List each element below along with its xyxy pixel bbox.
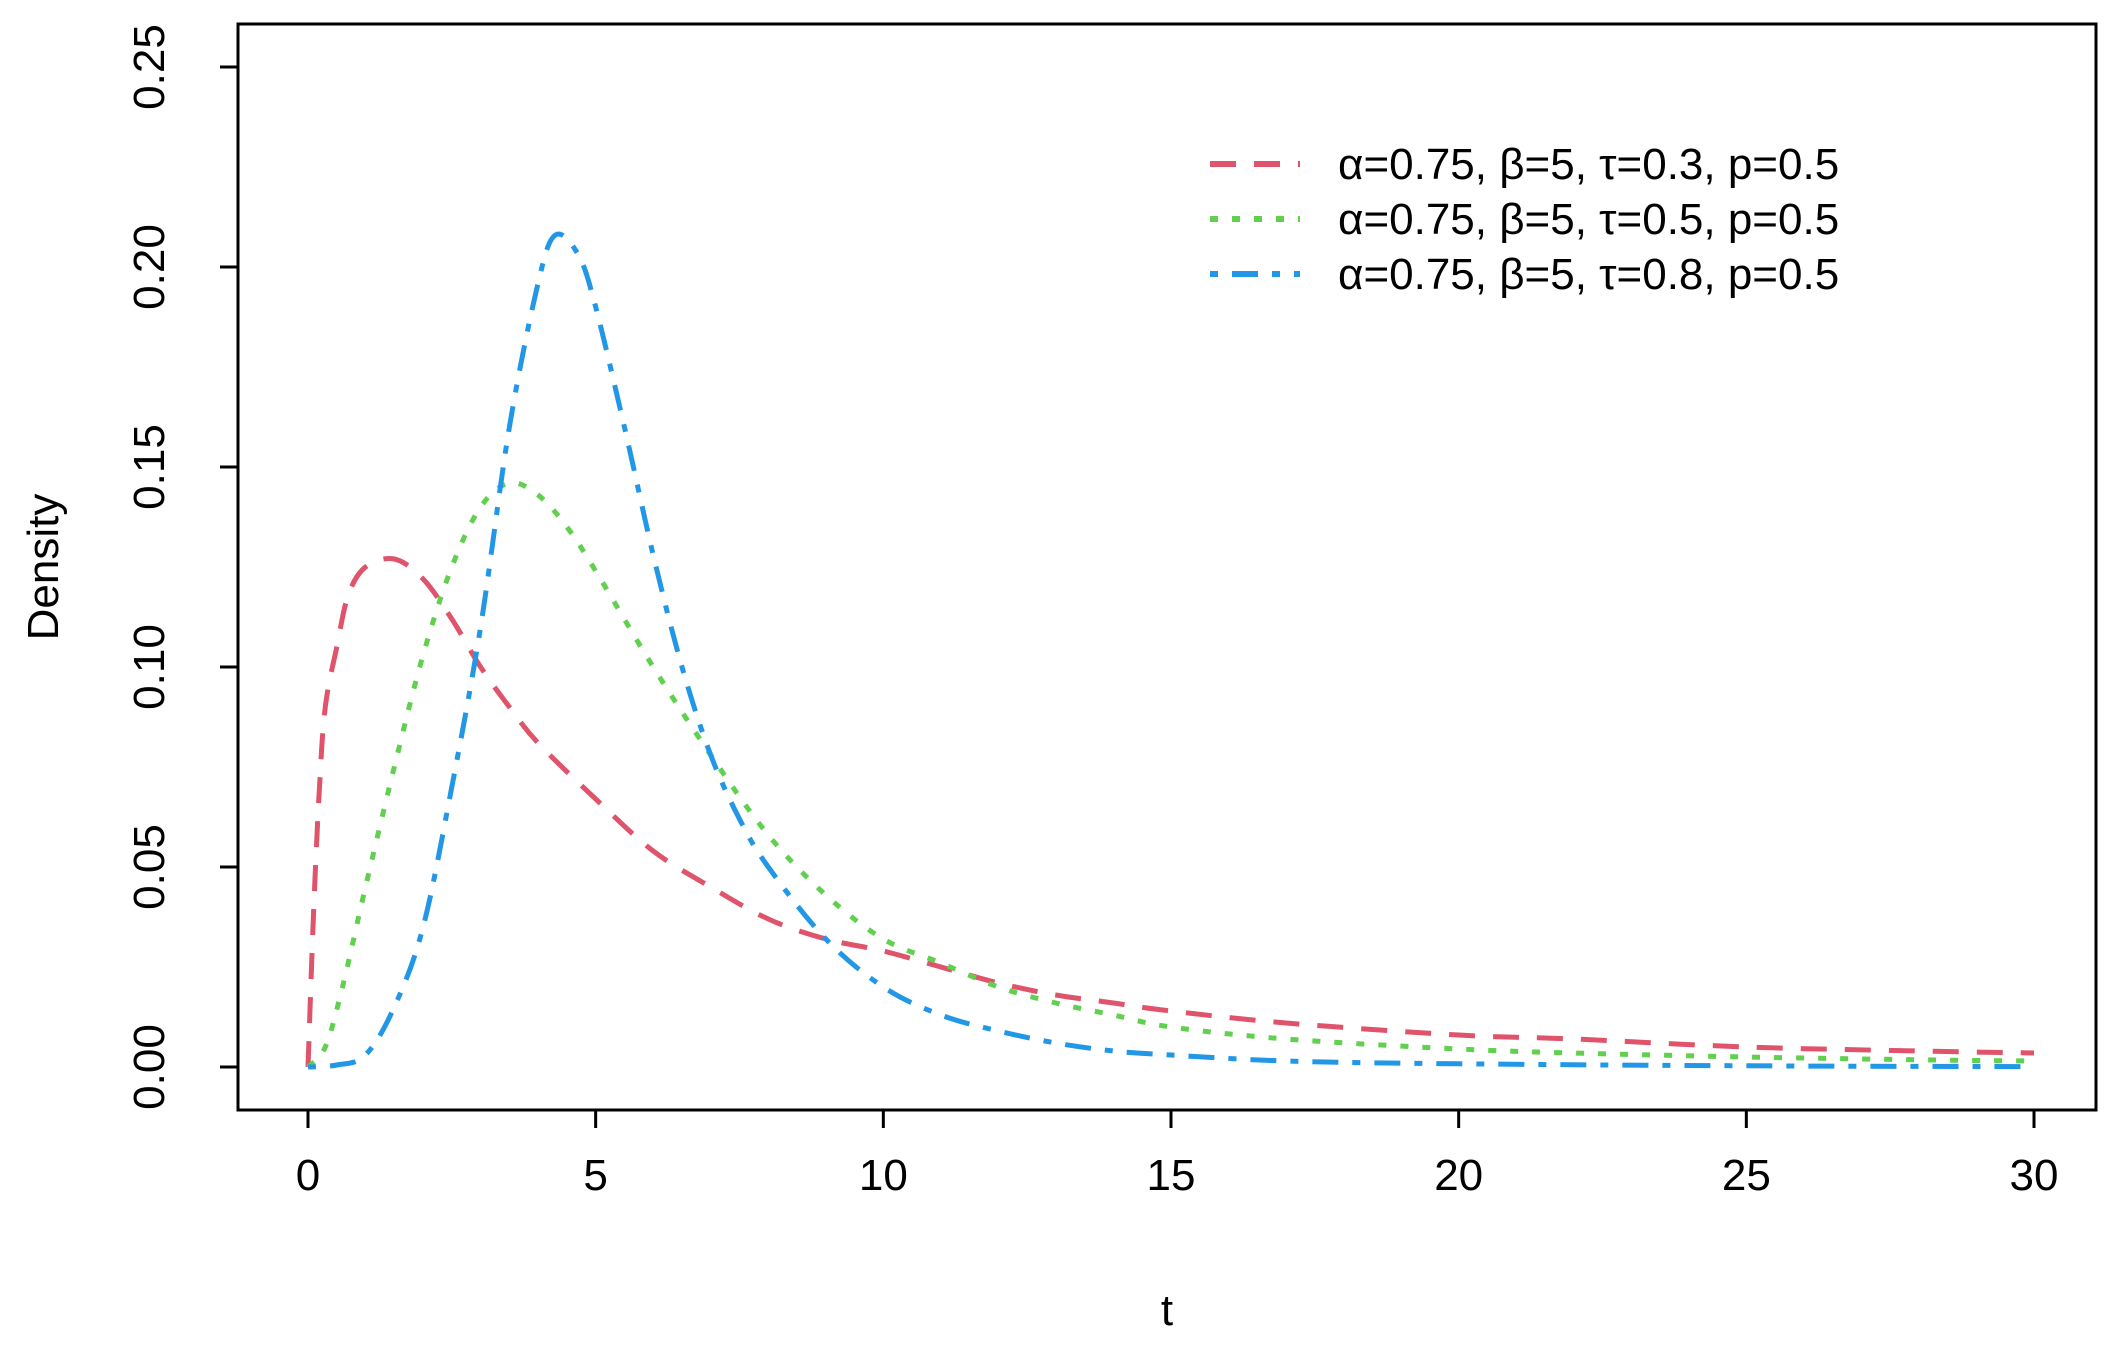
- y-tick-label: 0.25: [125, 24, 174, 110]
- y-axis: 0.00 0.05 0.10 0.15 0.20 0.25: [125, 24, 240, 1110]
- legend-label-1: α=0.75, β=5, τ=0.3, p=0.5: [1338, 140, 1839, 189]
- legend-label-2: α=0.75, β=5, τ=0.5, p=0.5: [1338, 195, 1839, 244]
- x-tick-label: 15: [1147, 1151, 1196, 1200]
- y-tick-label: 0.20: [125, 224, 174, 310]
- y-tick-label: 0.15: [125, 424, 174, 510]
- x-tick-label: 0: [296, 1151, 320, 1200]
- y-tick-label: 0.10: [125, 624, 174, 710]
- legend: α=0.75, β=5, τ=0.3, p=0.5 α=0.75, β=5, τ=…: [1210, 140, 1839, 299]
- x-axis-title: t: [1161, 1286, 1173, 1335]
- legend-label-3: α=0.75, β=5, τ=0.8, p=0.5: [1338, 250, 1839, 299]
- series-layer: [305, 231, 2035, 1070]
- x-tick-label: 25: [1722, 1151, 1771, 1200]
- x-tick-label: 5: [583, 1151, 607, 1200]
- x-tick-label: 20: [1434, 1151, 1483, 1200]
- x-tick-label: 10: [859, 1151, 908, 1200]
- x-axis: 0 5 10 15 20 25 30: [296, 1108, 2059, 1200]
- y-tick-label: 0.00: [125, 1024, 174, 1110]
- series-line-3: [307, 231, 2035, 1070]
- y-axis-title: Density: [19, 494, 68, 641]
- series-line-2: [306, 480, 2035, 1069]
- x-tick-label: 30: [2010, 1151, 2059, 1200]
- series-line-1: [305, 556, 2035, 1068]
- y-tick-label: 0.05: [125, 824, 174, 910]
